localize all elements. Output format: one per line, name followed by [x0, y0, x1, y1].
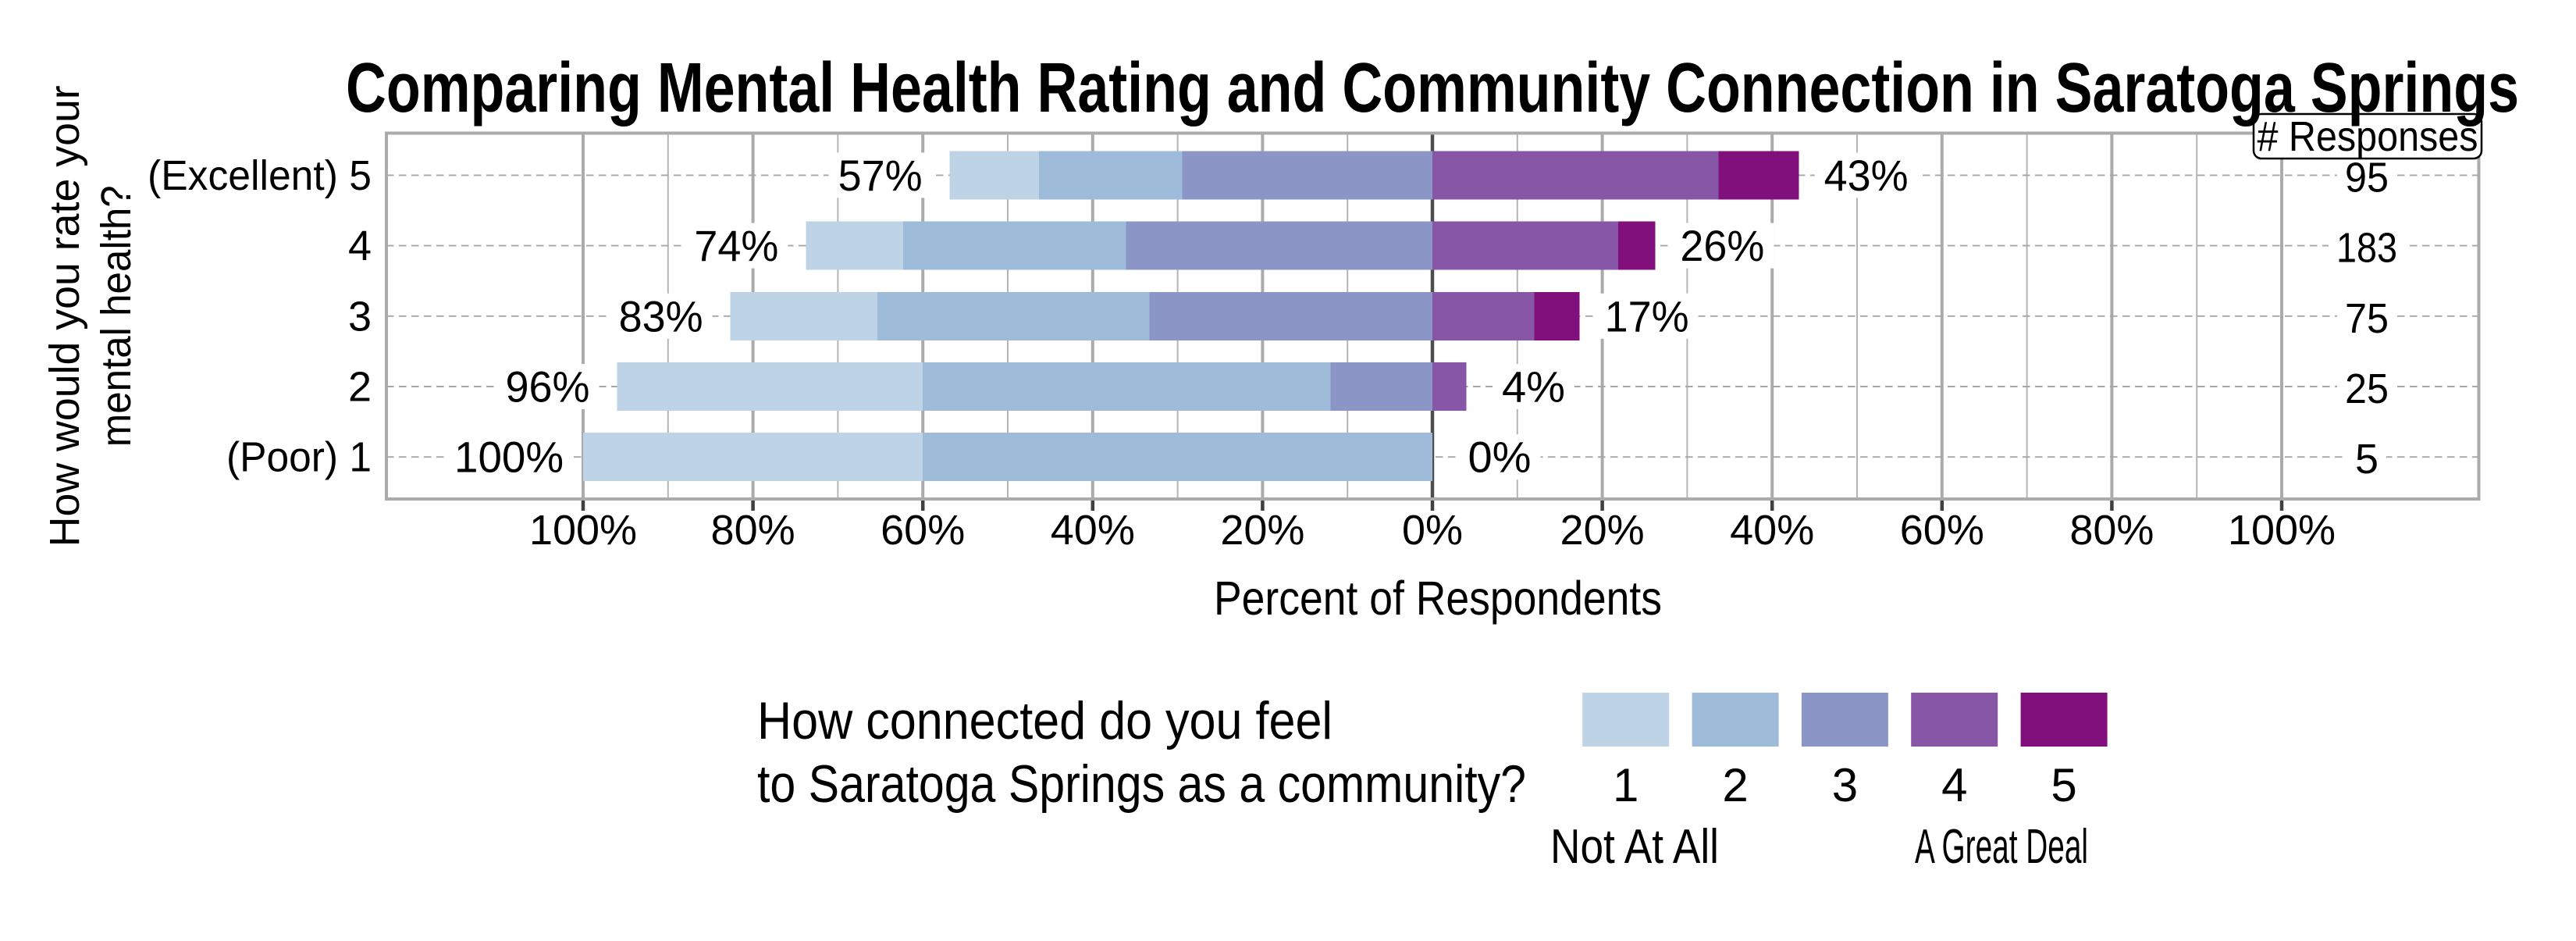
- svg-text:Not At All: Not At All: [1550, 820, 1719, 874]
- svg-text:20%: 20%: [1560, 507, 1645, 554]
- svg-text:83%: 83%: [619, 291, 703, 340]
- svg-text:80%: 80%: [711, 507, 795, 554]
- svg-text:40%: 40%: [1051, 507, 1135, 554]
- svg-text:3: 3: [348, 293, 372, 340]
- svg-text:60%: 60%: [881, 507, 965, 554]
- svg-text:100%: 100%: [2228, 507, 2336, 554]
- svg-text:(Poor) 1: (Poor) 1: [226, 434, 372, 481]
- svg-text:Percent of Respondents: Percent of Respondents: [1214, 572, 1662, 625]
- svg-text:17%: 17%: [1605, 291, 1689, 340]
- svg-text:40%: 40%: [1730, 507, 1814, 554]
- svg-text:80%: 80%: [2069, 507, 2154, 554]
- svg-text:100%: 100%: [529, 507, 637, 554]
- svg-text:4%: 4%: [1502, 362, 1565, 412]
- svg-text:2: 2: [348, 364, 372, 411]
- svg-text:0%: 0%: [1468, 433, 1532, 482]
- svg-text:183: 183: [2336, 225, 2397, 272]
- svg-text:How connected do you feel: How connected do you feel: [757, 691, 1332, 750]
- svg-text:A Great Deal: A Great Deal: [1915, 820, 2088, 874]
- svg-text:60%: 60%: [1900, 507, 1984, 554]
- svg-text:(Excellent) 5: (Excellent) 5: [148, 152, 372, 199]
- svg-text:Comparing Mental Health Rating: Comparing Mental Health Rating and Commu…: [346, 49, 2519, 127]
- svg-text:2: 2: [1722, 759, 1748, 811]
- svg-text:20%: 20%: [1220, 507, 1304, 554]
- svg-text:57%: 57%: [838, 151, 923, 200]
- svg-text:4: 4: [348, 223, 372, 269]
- svg-text:74%: 74%: [694, 221, 778, 270]
- svg-text:43%: 43%: [1824, 151, 1909, 200]
- svg-text:75: 75: [2345, 295, 2389, 342]
- svg-text:4: 4: [1941, 759, 1967, 811]
- svg-text:100%: 100%: [454, 433, 564, 482]
- svg-text:5: 5: [2051, 759, 2076, 811]
- svg-text:3: 3: [1832, 759, 1858, 811]
- svg-text:mental health?: mental health?: [93, 185, 140, 447]
- svg-text:0%: 0%: [1402, 507, 1463, 554]
- svg-text:25: 25: [2345, 365, 2389, 412]
- svg-text:96%: 96%: [506, 362, 590, 412]
- svg-text:95: 95: [2345, 154, 2389, 201]
- svg-text:# Responses: # Responses: [2258, 113, 2478, 160]
- svg-text:5: 5: [2355, 436, 2379, 483]
- svg-text:How would you rate your: How would you rate your: [41, 85, 88, 547]
- svg-text:26%: 26%: [1680, 221, 1764, 270]
- svg-text:1: 1: [1613, 759, 1638, 811]
- svg-text:to Saratoga Springs as a commu: to Saratoga Springs as a community?: [757, 754, 1526, 814]
